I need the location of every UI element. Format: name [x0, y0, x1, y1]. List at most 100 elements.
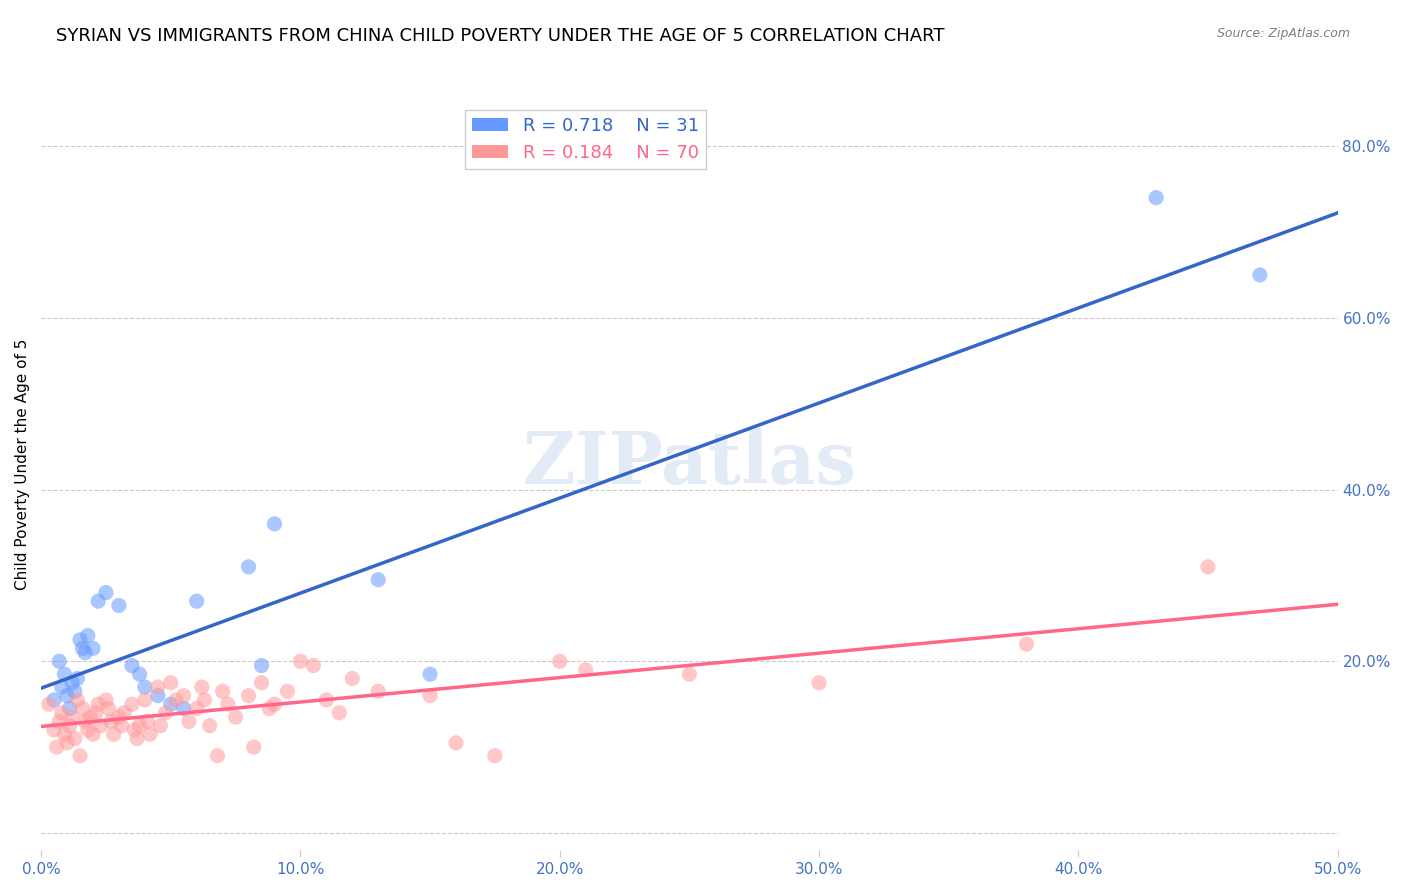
Point	[1197, 559, 1219, 574]
Point	[59, 719, 82, 733]
Point	[263, 697, 285, 711]
Text: ZIPatlas: ZIPatlas	[522, 428, 856, 500]
Point	[238, 689, 260, 703]
Point	[1249, 268, 1271, 282]
Point	[69, 632, 91, 647]
Point	[173, 689, 195, 703]
Point	[367, 573, 389, 587]
Point	[342, 672, 364, 686]
Point	[42, 723, 65, 737]
Point	[108, 599, 131, 613]
Point	[76, 628, 98, 642]
Point	[159, 697, 181, 711]
Point	[419, 667, 441, 681]
Point	[53, 727, 76, 741]
Point	[186, 594, 208, 608]
Point	[82, 727, 104, 741]
Point	[177, 714, 200, 729]
Point	[146, 689, 169, 703]
Point	[1015, 637, 1038, 651]
Text: SYRIAN VS IMMIGRANTS FROM CHINA CHILD POVERTY UNDER THE AGE OF 5 CORRELATION CHA: SYRIAN VS IMMIGRANTS FROM CHINA CHILD PO…	[56, 27, 945, 45]
Point	[139, 727, 162, 741]
Point	[82, 641, 104, 656]
Point	[53, 667, 76, 681]
Point	[97, 701, 120, 715]
Point	[76, 723, 98, 737]
Point	[38, 697, 60, 711]
Point	[1144, 191, 1167, 205]
Point	[63, 684, 86, 698]
Point	[225, 710, 247, 724]
Point	[63, 731, 86, 746]
Point	[328, 706, 350, 720]
Point	[276, 684, 298, 698]
Point	[419, 689, 441, 703]
Point	[198, 719, 221, 733]
Point	[173, 701, 195, 715]
Point	[110, 719, 132, 733]
Point	[79, 710, 101, 724]
Point	[367, 684, 389, 698]
Point	[242, 740, 264, 755]
Point	[84, 706, 107, 720]
Point	[808, 675, 831, 690]
Point	[75, 714, 97, 729]
Point	[250, 675, 273, 690]
Point	[217, 697, 239, 711]
Point	[108, 710, 131, 724]
Point	[75, 646, 97, 660]
Point	[103, 727, 125, 741]
Point	[548, 654, 571, 668]
Point	[60, 710, 83, 724]
Point	[69, 748, 91, 763]
Point	[444, 736, 467, 750]
Point	[211, 684, 233, 698]
Point	[72, 701, 94, 715]
Point	[66, 672, 89, 686]
Point	[678, 667, 700, 681]
Point	[87, 697, 110, 711]
Point	[186, 701, 208, 715]
Point	[134, 680, 156, 694]
Text: Source: ZipAtlas.com: Source: ZipAtlas.com	[1216, 27, 1350, 40]
Point	[87, 594, 110, 608]
Point	[121, 658, 143, 673]
Point	[56, 736, 79, 750]
Point	[51, 706, 73, 720]
Point	[290, 654, 312, 668]
Point	[146, 680, 169, 694]
Y-axis label: Child Poverty Under the Age of 5: Child Poverty Under the Age of 5	[15, 338, 30, 590]
Point	[136, 714, 159, 729]
Point	[60, 675, 83, 690]
Point	[484, 748, 506, 763]
Point	[48, 654, 70, 668]
Point	[159, 675, 181, 690]
Point	[250, 658, 273, 673]
Point	[66, 693, 89, 707]
Point	[128, 719, 150, 733]
Point	[72, 641, 94, 656]
Point	[259, 701, 281, 715]
Point	[56, 689, 79, 703]
Point	[191, 680, 214, 694]
Point	[128, 667, 150, 681]
Point	[125, 731, 148, 746]
Point	[155, 706, 177, 720]
Point	[100, 714, 122, 729]
Point	[315, 693, 337, 707]
Point	[207, 748, 229, 763]
Point	[48, 714, 70, 729]
Legend: R = 0.718    N = 31, R = 0.184    N = 70: R = 0.718 N = 31, R = 0.184 N = 70	[465, 110, 706, 169]
Point	[94, 693, 117, 707]
Point	[42, 693, 65, 707]
Point	[575, 663, 598, 677]
Point	[59, 701, 82, 715]
Point	[45, 740, 67, 755]
Point	[112, 706, 135, 720]
Point	[165, 693, 187, 707]
Point	[134, 693, 156, 707]
Point	[51, 680, 73, 694]
Point	[121, 697, 143, 711]
Point	[263, 516, 285, 531]
Point	[149, 719, 172, 733]
